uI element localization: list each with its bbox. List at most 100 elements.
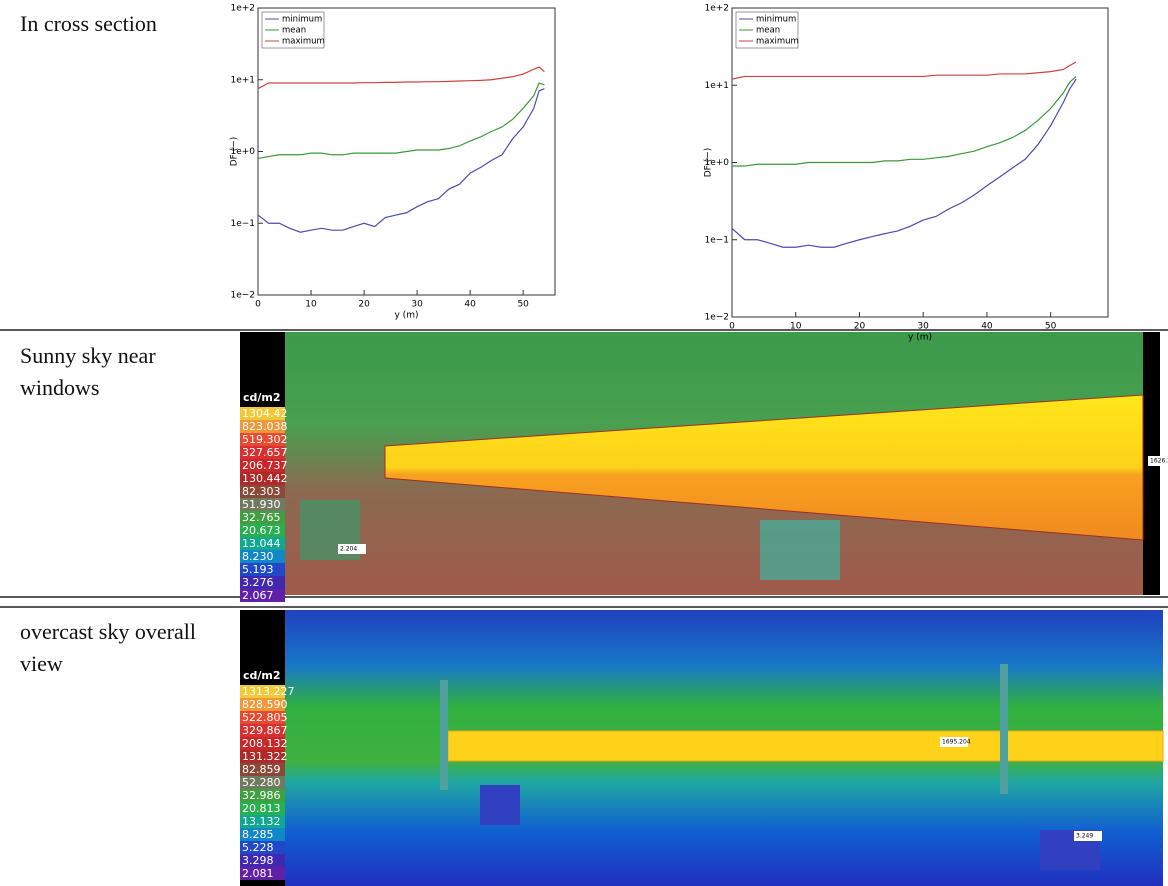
legend-value: 327.657 <box>242 446 288 459</box>
x-tick-label: 10 <box>790 322 802 332</box>
legend-value: 13.044 <box>242 537 281 550</box>
legend-value: 206.737 <box>242 459 288 472</box>
legend-value: 82.859 <box>242 763 281 776</box>
x-tick-label: 30 <box>411 300 423 310</box>
legend-swatch <box>240 828 285 841</box>
legend-swatch <box>240 446 285 459</box>
x-tick-label: 40 <box>464 300 476 310</box>
legend-value: 5.228 <box>242 841 274 854</box>
legend-value: 329.867 <box>242 724 288 737</box>
x-tick-label: 0 <box>729 322 735 332</box>
legend-swatch <box>240 459 285 472</box>
legend-value: 3.276 <box>242 576 274 589</box>
legend-swatch <box>240 433 285 446</box>
legend-swatch <box>240 698 285 711</box>
legend-swatch <box>240 563 285 576</box>
x-tick-label: 20 <box>358 300 370 310</box>
legend-label: mean <box>756 26 780 36</box>
legend-value: 2.081 <box>242 867 274 880</box>
x-tick-label: 40 <box>981 322 993 332</box>
row-label: Sunny sky near windows <box>20 343 156 400</box>
x-tick-label: 20 <box>854 322 866 332</box>
legend-value: 20.813 <box>242 802 281 815</box>
legend-swatch <box>240 485 285 498</box>
y-tick-label: 1e+0 <box>230 147 255 157</box>
legend-value: 2.067 <box>242 589 274 602</box>
legend-swatch <box>240 407 285 420</box>
annotation: 3.249 <box>1076 833 1093 840</box>
legend-value: 522.805 <box>242 711 288 724</box>
legend-swatch <box>240 802 285 815</box>
legend-swatch <box>240 550 285 563</box>
annotation-box <box>338 544 366 554</box>
legend-swatch <box>240 776 285 789</box>
series-line <box>731 61 1077 80</box>
y-tick-label: 1e−2 <box>230 291 255 301</box>
legend-swatch <box>240 841 285 854</box>
annotation-box <box>940 737 968 747</box>
series-line <box>257 82 545 160</box>
legend-swatch <box>240 750 285 763</box>
legend-value: 3.298 <box>242 854 274 867</box>
x-tick-label: 0 <box>255 300 261 310</box>
series-line <box>257 88 545 233</box>
legend-label: mean <box>282 26 306 36</box>
legend-value: 823.038 <box>242 420 288 433</box>
y-tick-label: 1e−1 <box>704 235 729 245</box>
y-tick-label: 1e−2 <box>704 313 729 323</box>
x-tick-label: 30 <box>917 322 929 332</box>
y-tick-label: 1e+2 <box>704 4 729 14</box>
legend-title: cd/m2 <box>243 669 281 682</box>
x-axis-label: y (m) <box>395 311 419 321</box>
series-line <box>257 66 545 90</box>
legend-swatch <box>240 815 285 828</box>
y-tick-label: 1e+0 <box>704 158 729 168</box>
series-line <box>731 78 1077 248</box>
row-label: overcast sky overall view <box>20 619 196 676</box>
legend-value: 13.132 <box>242 815 281 828</box>
sunny-image <box>240 332 1160 595</box>
legend-title: cd/m2 <box>243 391 281 404</box>
y-tick-label: 1e+1 <box>230 75 255 85</box>
legend-swatch <box>240 685 285 698</box>
annotation-box <box>1148 456 1168 466</box>
series-line <box>732 75 1077 167</box>
x-tick-label: 10 <box>305 300 317 310</box>
annotation: 1695.204 <box>942 739 971 746</box>
legend-label: minimum <box>282 15 322 25</box>
legend-swatch <box>240 589 285 602</box>
x-tick-label: 50 <box>1045 322 1057 332</box>
y-tick-label: 1e−1 <box>230 219 255 229</box>
legend-swatch <box>240 524 285 537</box>
legend-swatch <box>240 537 285 550</box>
legend-label: minimum <box>756 15 796 25</box>
row-label: In cross section <box>20 11 157 36</box>
legend-swatch <box>240 737 285 750</box>
overcast-image <box>240 610 1164 886</box>
legend-value: 8.285 <box>242 828 274 841</box>
legend-value: 20.673 <box>242 524 281 537</box>
legend-swatch <box>240 789 285 802</box>
legend-swatch <box>240 867 285 880</box>
plot-frame <box>731 7 1109 318</box>
legend-value: 131.322 <box>242 750 288 763</box>
legend-swatch <box>240 711 285 724</box>
legend-value: 208.132 <box>242 737 288 750</box>
annotation: 1626.330 <box>1150 458 1168 465</box>
annotation-box <box>1074 831 1102 841</box>
legend-value: 130.442 <box>242 472 288 485</box>
legend-label: maximum <box>756 37 799 47</box>
legend-value: 32.765 <box>242 511 281 524</box>
y-axis-label: DF (−) <box>230 137 240 167</box>
legend-swatch <box>240 576 285 589</box>
legend-swatch <box>240 498 285 511</box>
y-axis-label: DF (−) <box>704 148 714 178</box>
legend-swatch <box>240 420 285 433</box>
annotation: 2.204 <box>340 546 357 553</box>
legend-value: 1304.42 <box>242 407 288 420</box>
legend-value: 52.280 <box>242 776 281 789</box>
legend-swatch <box>240 763 285 776</box>
legend-swatch <box>240 854 285 867</box>
